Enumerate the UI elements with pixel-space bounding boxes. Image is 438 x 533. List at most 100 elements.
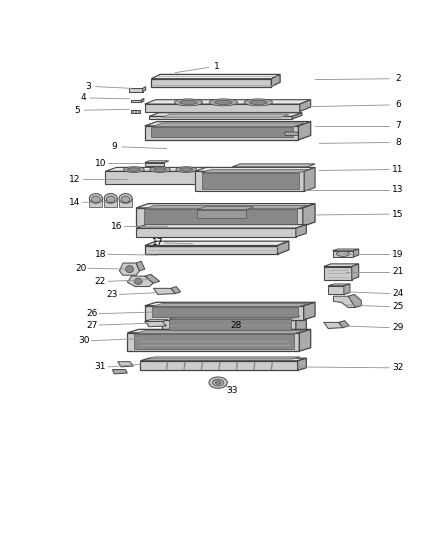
Text: 15: 15 <box>392 209 404 219</box>
Polygon shape <box>136 208 303 227</box>
Ellipse shape <box>180 100 197 104</box>
Ellipse shape <box>336 251 350 256</box>
Text: 8: 8 <box>395 138 401 147</box>
Polygon shape <box>89 198 102 207</box>
Polygon shape <box>145 320 167 321</box>
Polygon shape <box>145 246 278 254</box>
Text: 17: 17 <box>152 238 164 247</box>
Polygon shape <box>143 87 146 92</box>
Polygon shape <box>195 167 315 171</box>
Text: 9: 9 <box>111 142 117 151</box>
Text: 11: 11 <box>392 165 404 174</box>
Polygon shape <box>169 319 290 331</box>
Polygon shape <box>297 358 306 370</box>
Text: 6: 6 <box>395 100 401 109</box>
Polygon shape <box>144 209 297 224</box>
Text: 21: 21 <box>392 267 404 276</box>
Text: 31: 31 <box>95 362 106 372</box>
Polygon shape <box>134 334 293 349</box>
Text: 28: 28 <box>231 320 242 329</box>
Polygon shape <box>120 263 140 275</box>
Polygon shape <box>197 210 246 219</box>
Polygon shape <box>127 329 311 333</box>
Ellipse shape <box>104 193 117 203</box>
Text: 20: 20 <box>76 264 87 273</box>
Polygon shape <box>149 116 292 119</box>
Polygon shape <box>147 357 300 359</box>
Polygon shape <box>152 306 298 317</box>
Ellipse shape <box>250 100 267 104</box>
Ellipse shape <box>209 377 227 389</box>
Polygon shape <box>118 362 134 367</box>
Polygon shape <box>324 322 343 328</box>
Polygon shape <box>352 264 359 280</box>
Ellipse shape <box>209 99 237 106</box>
Text: 30: 30 <box>79 336 90 345</box>
Text: 27: 27 <box>87 320 98 329</box>
Polygon shape <box>127 333 299 351</box>
Polygon shape <box>134 330 304 334</box>
Polygon shape <box>119 198 132 207</box>
Polygon shape <box>272 75 280 87</box>
Text: 22: 22 <box>95 277 106 286</box>
Polygon shape <box>131 100 141 102</box>
Text: 13: 13 <box>392 185 404 194</box>
Polygon shape <box>162 318 296 334</box>
Ellipse shape <box>244 99 272 106</box>
Ellipse shape <box>174 99 203 106</box>
Polygon shape <box>149 113 302 116</box>
Polygon shape <box>136 204 315 208</box>
Ellipse shape <box>119 193 132 203</box>
Polygon shape <box>145 306 304 320</box>
Ellipse shape <box>180 168 193 171</box>
Polygon shape <box>339 321 349 328</box>
Polygon shape <box>136 261 145 271</box>
Polygon shape <box>162 314 306 318</box>
Polygon shape <box>328 286 344 294</box>
Ellipse shape <box>106 196 115 203</box>
Ellipse shape <box>92 196 100 203</box>
Polygon shape <box>141 99 144 102</box>
Polygon shape <box>145 274 159 283</box>
Text: 29: 29 <box>392 323 404 332</box>
Polygon shape <box>303 204 315 227</box>
Text: 12: 12 <box>69 175 81 184</box>
Text: 16: 16 <box>111 222 122 231</box>
Ellipse shape <box>127 168 141 171</box>
Polygon shape <box>145 321 166 327</box>
Ellipse shape <box>126 265 134 272</box>
Polygon shape <box>292 113 302 119</box>
Ellipse shape <box>215 381 221 384</box>
Text: 3: 3 <box>85 82 91 91</box>
Polygon shape <box>151 127 293 138</box>
Polygon shape <box>113 369 127 374</box>
Text: 24: 24 <box>392 289 404 298</box>
Text: 1: 1 <box>214 62 220 71</box>
Text: 32: 32 <box>392 364 404 372</box>
Polygon shape <box>328 284 350 286</box>
Text: 25: 25 <box>392 302 404 311</box>
Polygon shape <box>136 224 306 228</box>
Polygon shape <box>151 123 304 127</box>
Polygon shape <box>145 122 311 126</box>
Polygon shape <box>131 110 140 113</box>
Polygon shape <box>201 173 299 189</box>
Text: 33: 33 <box>226 386 238 395</box>
Polygon shape <box>127 276 153 287</box>
Ellipse shape <box>121 196 130 203</box>
Text: 5: 5 <box>74 106 80 115</box>
Polygon shape <box>145 241 289 246</box>
Ellipse shape <box>150 167 170 172</box>
Polygon shape <box>324 264 359 266</box>
Polygon shape <box>145 100 311 104</box>
Ellipse shape <box>215 100 232 104</box>
Ellipse shape <box>212 379 224 386</box>
Polygon shape <box>232 167 307 169</box>
Polygon shape <box>324 266 352 280</box>
Text: 26: 26 <box>87 309 98 318</box>
Polygon shape <box>278 241 289 254</box>
Polygon shape <box>332 249 359 251</box>
Text: 2: 2 <box>395 74 401 83</box>
Polygon shape <box>353 249 359 257</box>
Text: 14: 14 <box>69 198 81 207</box>
